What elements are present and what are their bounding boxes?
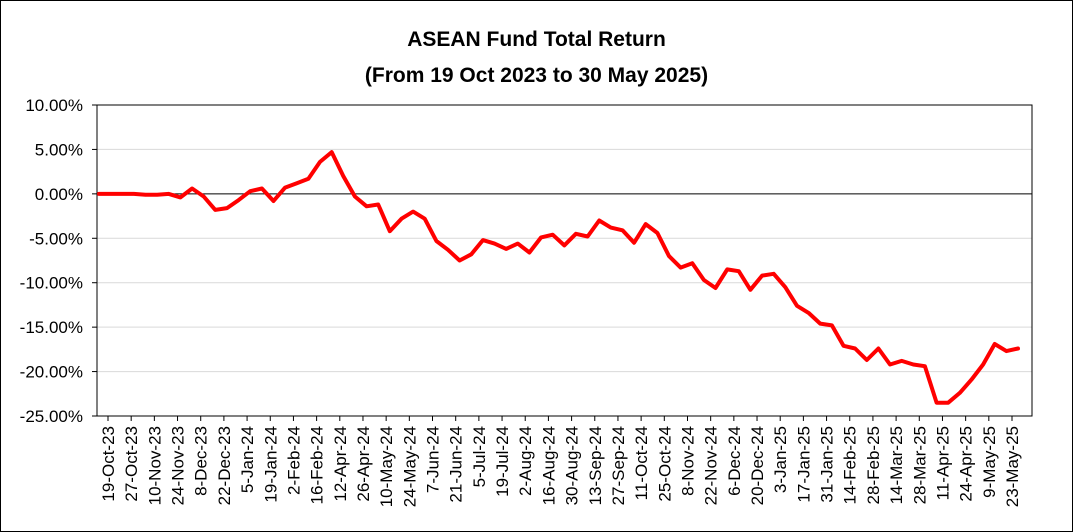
x-tick-label: 23-May-25 bbox=[1003, 426, 1022, 507]
x-tick-label: 21-Jun-24 bbox=[447, 426, 466, 503]
x-tick-label: 14-Mar-25 bbox=[887, 426, 906, 504]
x-tick-label: 19-Oct-23 bbox=[99, 426, 118, 502]
x-tick-label: 20-Dec-24 bbox=[748, 426, 767, 505]
x-tick-label: 6-Dec-24 bbox=[725, 426, 744, 496]
x-tick-label: 10-May-24 bbox=[377, 426, 396, 507]
x-tick-label: 2-Aug-24 bbox=[516, 426, 535, 496]
x-tick-label: 11-Apr-25 bbox=[933, 426, 952, 500]
y-tick-label: -25.00% bbox=[20, 407, 83, 426]
x-tick-label: 7-Jun-24 bbox=[424, 426, 443, 493]
x-tick-label: 31-Jan-25 bbox=[818, 426, 837, 503]
y-tick-label: 0.00% bbox=[35, 185, 83, 204]
x-tick-label: 19-Jul-24 bbox=[493, 426, 512, 497]
y-tick-label: -10.00% bbox=[20, 274, 83, 293]
x-tick-label: 12-Apr-24 bbox=[331, 426, 350, 502]
x-tick-label: 28-Feb-25 bbox=[864, 426, 883, 504]
y-tick-label: -5.00% bbox=[29, 229, 83, 248]
x-tick-label: 10-Nov-23 bbox=[145, 426, 164, 505]
x-tick-label: 16-Aug-24 bbox=[539, 426, 558, 505]
x-tick-label: 2-Feb-24 bbox=[284, 426, 303, 495]
x-tick-label: 22-Nov-24 bbox=[702, 426, 721, 505]
y-tick-label: 10.00% bbox=[25, 96, 83, 115]
y-tick-label: 5.00% bbox=[35, 140, 83, 159]
x-tick-label: 28-Mar-25 bbox=[910, 426, 929, 504]
x-tick-label: 19-Jan-24 bbox=[261, 426, 280, 503]
x-tick-label: 16-Feb-24 bbox=[308, 426, 327, 504]
x-tick-label: 24-May-24 bbox=[400, 426, 419, 507]
x-tick-label: 5-Jan-24 bbox=[238, 426, 257, 493]
x-tick-label: 8-Nov-24 bbox=[678, 426, 697, 496]
series-line bbox=[97, 150, 1020, 405]
plot-area bbox=[96, 104, 1033, 417]
x-tick-label: 26-Apr-24 bbox=[354, 426, 373, 502]
y-tick-label: -15.00% bbox=[20, 318, 83, 337]
x-tick-label: 17-Jan-25 bbox=[794, 426, 813, 503]
x-tick-label: 25-Oct-24 bbox=[655, 426, 674, 502]
x-tick-label: 24-Nov-23 bbox=[169, 426, 188, 505]
x-tick-label: 30-Aug-24 bbox=[563, 426, 582, 505]
x-tick-label: 27-Oct-23 bbox=[122, 426, 141, 502]
x-tick-label: 13-Sep-24 bbox=[586, 426, 605, 505]
x-tick-label: 27-Sep-24 bbox=[609, 426, 628, 505]
y-tick-label: -20.00% bbox=[20, 363, 83, 382]
x-tick-label: 3-Jan-25 bbox=[771, 426, 790, 493]
x-tick-label: 22-Dec-23 bbox=[215, 426, 234, 505]
x-tick-label: 11-Oct-24 bbox=[632, 426, 651, 500]
chart-subtitle: (From 19 Oct 2023 to 30 May 2025) bbox=[364, 64, 709, 87]
x-tick-label: 24-Apr-25 bbox=[957, 426, 976, 502]
x-tick-label: 14-Feb-25 bbox=[841, 426, 860, 504]
x-tick-label: 5-Jul-24 bbox=[470, 426, 489, 487]
x-tick-label: 9-May-25 bbox=[980, 426, 999, 498]
chart-title: ASEAN Fund Total Return bbox=[407, 28, 666, 51]
x-tick-label: 8-Dec-23 bbox=[192, 426, 211, 496]
